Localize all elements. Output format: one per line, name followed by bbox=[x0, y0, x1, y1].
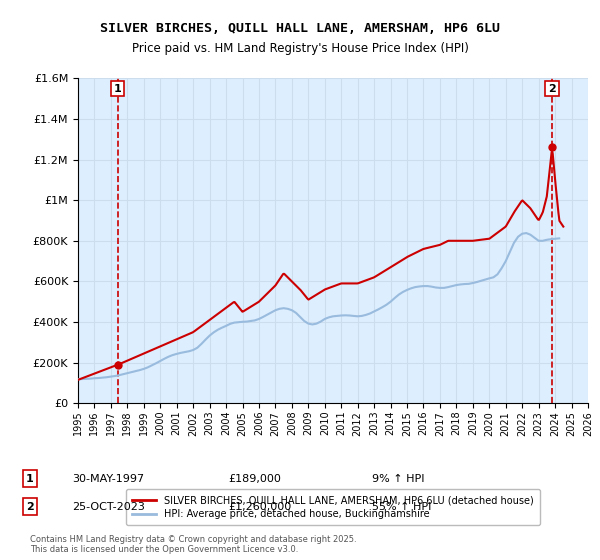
Text: 30-MAY-1997: 30-MAY-1997 bbox=[72, 474, 144, 484]
Text: 2: 2 bbox=[26, 502, 34, 512]
Text: 9% ↑ HPI: 9% ↑ HPI bbox=[372, 474, 425, 484]
Legend: SILVER BIRCHES, QUILL HALL LANE, AMERSHAM, HP6 6LU (detached house), HPI: Averag: SILVER BIRCHES, QUILL HALL LANE, AMERSHA… bbox=[126, 489, 540, 525]
Text: 2: 2 bbox=[548, 83, 556, 94]
Text: Contains HM Land Registry data © Crown copyright and database right 2025.
This d: Contains HM Land Registry data © Crown c… bbox=[30, 535, 356, 554]
Text: 1: 1 bbox=[114, 83, 122, 94]
Text: 55% ↑ HPI: 55% ↑ HPI bbox=[372, 502, 431, 512]
Text: 25-OCT-2023: 25-OCT-2023 bbox=[72, 502, 145, 512]
Text: 1: 1 bbox=[26, 474, 34, 484]
Text: SILVER BIRCHES, QUILL HALL LANE, AMERSHAM, HP6 6LU: SILVER BIRCHES, QUILL HALL LANE, AMERSHA… bbox=[100, 22, 500, 35]
Text: Price paid vs. HM Land Registry's House Price Index (HPI): Price paid vs. HM Land Registry's House … bbox=[131, 42, 469, 55]
Text: £1,260,000: £1,260,000 bbox=[228, 502, 291, 512]
Text: £189,000: £189,000 bbox=[228, 474, 281, 484]
